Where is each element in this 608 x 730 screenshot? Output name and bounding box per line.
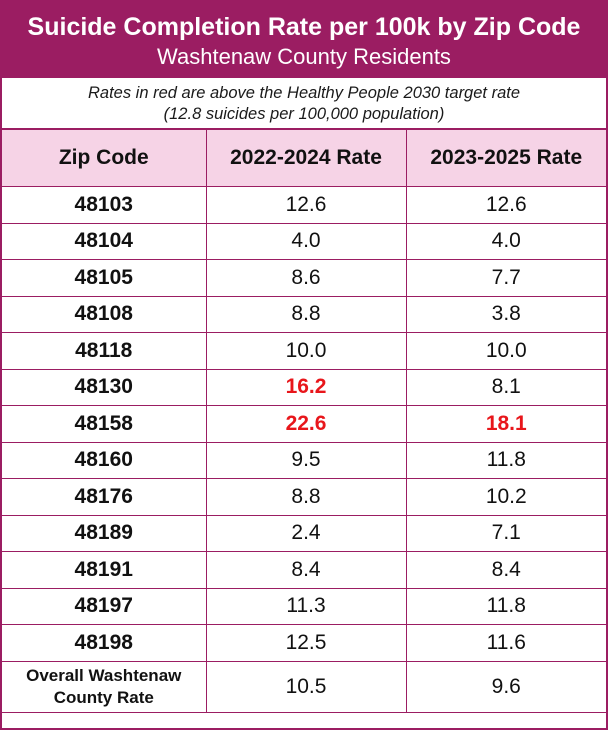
zip-code-cell: 48108: [2, 295, 207, 333]
rate-2022-2024-cell: 12.5: [205, 624, 407, 662]
rate-2023-2025-cell: 11.8: [405, 587, 606, 625]
rate-2022-2024-cell: 8.4: [205, 551, 407, 589]
rate-2023-2025-cell: 7.7: [405, 259, 606, 297]
table-row: 48197 11.3 11.8: [2, 587, 606, 625]
zip-code-cell: 48197: [2, 587, 207, 625]
rate-2022-2024-cell: 11.3: [205, 587, 407, 625]
rate-2023-2025-cell: 7.1: [405, 514, 606, 552]
target-note: Rates in red are above the Healthy Peopl…: [2, 78, 606, 130]
rate-2022-2024-cell: 8.6: [205, 259, 407, 297]
column-header-2022-2024: 2022-2024 Rate: [205, 130, 407, 187]
rate-2023-2025-cell: 11.8: [405, 441, 606, 479]
zip-code-cell: 48103: [2, 186, 207, 224]
rate-2022-2024-cell: 12.6: [205, 186, 407, 224]
rate-2022-2024-cell: 22.6: [205, 405, 407, 443]
overall-rate-2022-2024: 10.5: [205, 660, 407, 713]
zip-code-cell: 48130: [2, 368, 207, 406]
rate-2023-2025-cell: 18.1: [405, 405, 606, 443]
overall-label-line1: Overall Washtenaw: [26, 665, 182, 685]
column-header-2023-2025: 2023-2025 Rate: [405, 130, 606, 187]
rate-2022-2024-cell: 16.2: [205, 368, 407, 406]
column-header-zip: Zip Code: [2, 130, 207, 187]
target-note-line2: (12.8 suicides per 100,000 population): [163, 105, 445, 123]
table-row: 48130 16.2 8.1: [2, 368, 606, 406]
chart-title: Suicide Completion Rate per 100k by Zip …: [27, 13, 581, 41]
table-body: 48103 12.6 12.6 48104 4.0 4.0 48105 8.6 7.7 48108…: [2, 186, 606, 662]
zip-code-cell: 48105: [2, 259, 207, 297]
table-row: 48118 10.0 10.0: [2, 332, 606, 370]
rate-2022-2024-cell: 2.4: [205, 514, 407, 552]
zip-code-cell: 48104: [2, 222, 207, 260]
rate-2022-2024-cell: 4.0: [205, 222, 407, 260]
zip-code-cell: 48158: [2, 405, 207, 443]
rate-2023-2025-cell: 8.4: [405, 551, 606, 589]
overall-row: Overall Washtenaw County Rate 10.5 9.6: [2, 660, 606, 713]
rates-table: Zip Code 2022-2024 Rate 2023-2025 Rate 4…: [2, 130, 606, 713]
table-row: 48105 8.6 7.7: [2, 259, 606, 297]
zip-code-cell: 48198: [2, 624, 207, 662]
rate-2022-2024-cell: 8.8: [205, 478, 407, 516]
zip-code-cell: 48160: [2, 441, 207, 479]
table-row: 48198 12.5 11.6: [2, 624, 606, 662]
table-row: 48176 8.8 10.2: [2, 478, 606, 516]
rate-2022-2024-cell: 8.8: [205, 295, 407, 333]
overall-rate-2023-2025: 9.6: [405, 660, 606, 713]
table-row: 48189 2.4 7.1: [2, 514, 606, 552]
title-bar: Suicide Completion Rate per 100k by Zip …: [2, 2, 606, 78]
overall-label-line2: County Rate: [53, 687, 154, 707]
table-row: 48104 4.0 4.0: [2, 222, 606, 260]
rate-2023-2025-cell: 3.8: [405, 295, 606, 333]
rate-2023-2025-cell: 8.1: [405, 368, 606, 406]
target-note-line1: Rates in red are above the Healthy Peopl…: [87, 84, 521, 102]
zip-code-cell: 48176: [2, 478, 207, 516]
table-row: 48108 8.8 3.8: [2, 295, 606, 333]
rate-2023-2025-cell: 11.6: [405, 624, 606, 662]
rate-2023-2025-cell: 12.6: [405, 186, 606, 224]
chart-subtitle: Washtenaw County Residents: [157, 44, 451, 69]
zip-code-cell: 48189: [2, 514, 207, 552]
table-row: 48191 8.4 8.4: [2, 551, 606, 589]
rate-2022-2024-cell: 9.5: [205, 441, 407, 479]
rate-2023-2025-cell: 10.0: [405, 332, 606, 370]
header-row: Zip Code 2022-2024 Rate 2023-2025 Rate: [2, 130, 606, 187]
rate-2023-2025-cell: 10.2: [405, 478, 606, 516]
rate-2023-2025-cell: 4.0: [405, 222, 606, 260]
zip-code-cell: 48118: [2, 332, 207, 370]
rate-2022-2024-cell: 10.0: [205, 332, 407, 370]
overall-label: Overall Washtenaw County Rate: [2, 660, 207, 713]
zip-code-cell: 48191: [2, 551, 207, 589]
table-row: 48158 22.6 18.1: [2, 405, 606, 443]
table-row: 48160 9.5 11.8: [2, 441, 606, 479]
table-row: 48103 12.6 12.6: [2, 186, 606, 224]
